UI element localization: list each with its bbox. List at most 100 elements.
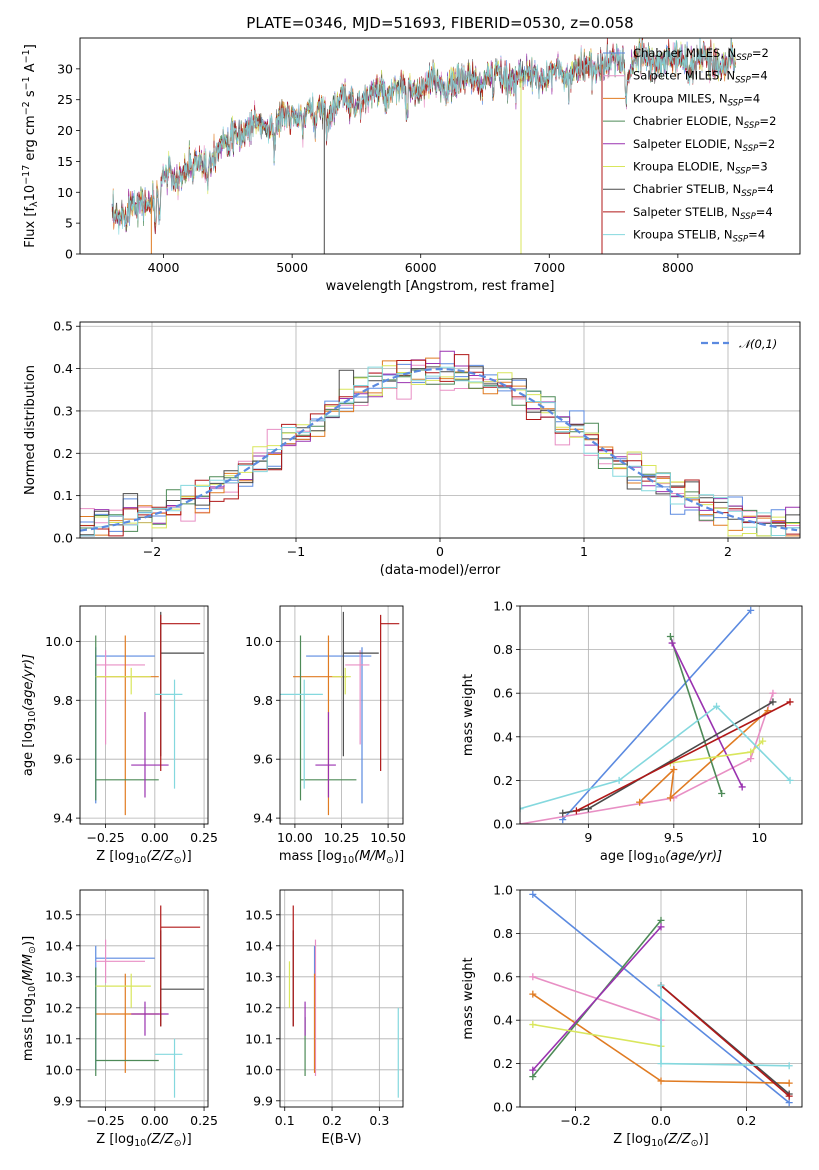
x-tick-label: 0.25 [190, 1113, 218, 1128]
label-part: ⊙ [174, 1138, 182, 1149]
label-part: ⊙ [174, 855, 182, 866]
x-tick-label: −2 [143, 544, 161, 559]
y-tick-label: 10.2 [45, 1000, 73, 1015]
y-tick-label: 10.4 [245, 938, 273, 953]
label-part: mass [log [21, 998, 36, 1061]
legend-sep: , N [717, 228, 733, 242]
axes-frame [519, 889, 803, 1108]
weight-marker [657, 923, 665, 931]
weight-line-kroupa-stelib [660, 985, 790, 1067]
weight-marker [529, 1073, 537, 1081]
y-tick-label: 5 [65, 216, 73, 231]
label-part: (M/M [21, 954, 36, 986]
legend-eq: = [756, 205, 766, 219]
y-tick-label: 10.4 [45, 938, 73, 953]
weight-marker [769, 689, 777, 697]
x-tick-label: 0.0 [651, 1113, 671, 1128]
legend: 𝒩(0,1) [701, 337, 777, 351]
legend-n: 4 [758, 228, 765, 242]
label-part: ⊙ [691, 1138, 699, 1149]
legend-eq: = [743, 91, 753, 105]
legend-n: 4 [767, 182, 774, 196]
weight-marker [520, 805, 524, 813]
plot-area-residuals [80, 350, 800, 537]
weight-marker [529, 990, 537, 998]
legend-name: Chabrier STELIB [633, 182, 725, 196]
legend-entry: Chabrier STELIB, NSSP=4 [633, 182, 774, 199]
y-axis-label: age [log10(age/yr)] [21, 654, 38, 776]
y-tick-label: 9.4 [53, 811, 73, 826]
label-part: (Z/Z [663, 1132, 691, 1147]
weight-marker [769, 698, 777, 706]
weight-marker [668, 639, 676, 647]
label-part: 10 [342, 855, 354, 866]
legend-sub: SSP [735, 167, 751, 177]
weight-marker [670, 766, 678, 773]
y-tick-label: 9.8 [253, 693, 273, 708]
legend-sep: , N [719, 160, 735, 174]
weight-marker [738, 783, 746, 791]
axes-frame [79, 889, 209, 1108]
weight-marker [529, 973, 537, 981]
legend-entry: Chabrier ELODIE, NSSP=2 [633, 114, 776, 131]
y-tick-label: 25 [57, 92, 73, 107]
label-part: (Z/Z [146, 1132, 174, 1147]
legend-sep: , N [728, 114, 744, 128]
y-tick-label: 0.0 [53, 531, 73, 546]
label-part: ⊙ [27, 946, 38, 954]
legend-sep: , N [720, 46, 736, 60]
y-tick-label: 20 [57, 123, 73, 138]
legend-sep: , N [727, 137, 743, 151]
label-part: 10 [134, 1138, 146, 1149]
panel-mass_vs_Z: −0.25 0.00 0.25 9.9 10.0 10.1 10.2 10.3 10.4 10.5… [21, 889, 218, 1149]
x-tick-label: 4000 [148, 260, 180, 275]
weight-marker [584, 805, 592, 813]
x-tick-label: 0.00 [141, 830, 169, 845]
plot-area-mass_vs_Z [95, 905, 205, 1098]
legend-sep: , N [725, 182, 741, 196]
legend-entry: Salpeter MILES, NSSP=4 [633, 69, 768, 86]
y-tick-label: 10.0 [245, 634, 273, 649]
legend-sub: SSP [733, 235, 749, 245]
legend-name: Salpeter MILES [633, 69, 719, 83]
legend-eq: = [748, 228, 758, 242]
x-tick-label: 6000 [405, 260, 437, 275]
weight-marker [785, 1079, 793, 1087]
weight-line-salpeter-elodie [671, 642, 743, 788]
axes-frame [279, 889, 404, 1108]
y-tick-label: 0.6 [493, 686, 513, 701]
label-part: 10 [653, 855, 665, 866]
y-tick-label: 10.0 [45, 634, 73, 649]
legend-n: 4 [765, 205, 772, 219]
x-tick-label: −1 [287, 544, 305, 559]
y-tick-label: 10.1 [45, 1031, 73, 1046]
legend-sub: SSP [740, 212, 756, 222]
y-tick-label: 10.3 [45, 969, 73, 984]
y-tick-label: 9.6 [253, 752, 273, 767]
weight-marker [747, 748, 755, 756]
normal-curve [80, 367, 798, 532]
weight-marker [747, 606, 755, 614]
axes-frame [79, 37, 801, 255]
x-tick-label: 8000 [662, 260, 694, 275]
weight-marker [786, 698, 794, 706]
weight-marker [657, 1060, 665, 1068]
y-tick-label: 0.0 [493, 1100, 513, 1115]
weight-marker [636, 798, 644, 806]
weight-marker [529, 890, 537, 898]
y-axis-label: mass weight [461, 674, 476, 756]
label-part: 10 [651, 1138, 663, 1149]
panel-weight_vs_Z: −0.2 0.0 0.2 0.0 0.2 0.4 0.6 0.8 1.0 Z [log10(Z/Z… [461, 883, 803, 1149]
legend-name: Chabrier MILES [633, 46, 720, 60]
label-part: )] [21, 936, 36, 946]
x-tick-label: 10.50 [370, 830, 406, 845]
spectrum-kroupa-miles [111, 38, 736, 230]
legend-name: Salpeter STELIB [633, 205, 724, 219]
legend-name: Kroupa MILES [633, 91, 712, 105]
x-axis-label: (data-model)/error [380, 563, 501, 578]
legend-eq: = [757, 182, 767, 196]
y-tick-label: 0.8 [493, 926, 513, 941]
label-part: s [23, 90, 38, 101]
weight-marker [529, 1066, 537, 1074]
